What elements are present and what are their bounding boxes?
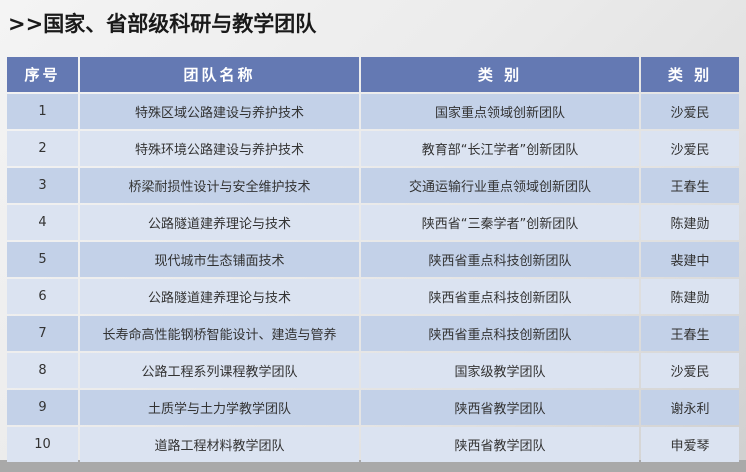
table-row: 10 道路工程材料教学团队 陕西省教学团队 申爱琴 (7, 427, 739, 462)
cell-team-name: 道路工程材料教学团队 (80, 427, 359, 462)
cell-category: 陕西省教学团队 (361, 427, 639, 462)
cell-category: 教育部“长江学者”创新团队 (361, 131, 639, 166)
cell-category: 陕西省重点科技创新团队 (361, 242, 639, 277)
cell-index: 1 (7, 94, 78, 129)
table-row: 1 特殊区域公路建设与养护技术 国家重点领域创新团队 沙爱民 (7, 94, 739, 129)
cell-index: 10 (7, 427, 78, 462)
header-team-name: 团队名称 (80, 57, 359, 92)
cell-index: 8 (7, 353, 78, 388)
page-title: >>国家、省部级科研与教学团队 (8, 12, 317, 36)
table-row: 9 土质学与土力学教学团队 陕西省教学团队 谢永利 (7, 390, 739, 425)
cell-index: 5 (7, 242, 78, 277)
cell-leader: 谢永利 (641, 390, 739, 425)
cell-team-name: 公路隧道建养理论与技术 (80, 205, 359, 240)
table-row: 4 公路隧道建养理论与技术 陕西省“三秦学者”创新团队 陈建勋 (7, 205, 739, 240)
cell-index: 6 (7, 279, 78, 314)
cell-leader: 沙爱民 (641, 353, 739, 388)
cell-leader: 陈建勋 (641, 205, 739, 240)
cell-team-name: 特殊环境公路建设与养护技术 (80, 131, 359, 166)
cell-index: 3 (7, 168, 78, 203)
cell-leader: 陈建勋 (641, 279, 739, 314)
header-index: 序号 (7, 57, 78, 92)
header-leader: 类 别 (641, 57, 739, 92)
cell-index: 2 (7, 131, 78, 166)
cell-team-name: 桥梁耐损性设计与安全维护技术 (80, 168, 359, 203)
cell-team-name: 公路隧道建养理论与技术 (80, 279, 359, 314)
cell-category: 陕西省教学团队 (361, 390, 639, 425)
table-row: 2 特殊环境公路建设与养护技术 教育部“长江学者”创新团队 沙爱民 (7, 131, 739, 166)
cell-team-name: 现代城市生态铺面技术 (80, 242, 359, 277)
table-row: 3 桥梁耐损性设计与安全维护技术 交通运输行业重点领域创新团队 王春生 (7, 168, 739, 203)
cell-category: 陕西省重点科技创新团队 (361, 316, 639, 351)
background-strip (0, 460, 746, 472)
cell-category: 国家级教学团队 (361, 353, 639, 388)
cell-team-name: 公路工程系列课程教学团队 (80, 353, 359, 388)
cell-leader: 沙爱民 (641, 94, 739, 129)
cell-team-name: 长寿命高性能钢桥智能设计、建造与管养 (80, 316, 359, 351)
cell-index: 9 (7, 390, 78, 425)
cell-leader: 沙爱民 (641, 131, 739, 166)
cell-leader: 王春生 (641, 316, 739, 351)
cell-team-name: 特殊区域公路建设与养护技术 (80, 94, 359, 129)
table-row: 6 公路隧道建养理论与技术 陕西省重点科技创新团队 陈建勋 (7, 279, 739, 314)
cell-category: 国家重点领域创新团队 (361, 94, 639, 129)
cell-index: 7 (7, 316, 78, 351)
table-row: 7 长寿命高性能钢桥智能设计、建造与管养 陕西省重点科技创新团队 王春生 (7, 316, 739, 351)
cell-index: 4 (7, 205, 78, 240)
header-row: 序号 团队名称 类 别 类 别 (7, 57, 739, 92)
cell-category: 交通运输行业重点领域创新团队 (361, 168, 639, 203)
teams-table: 序号 团队名称 类 别 类 别 1 特殊区域公路建设与养护技术 国家重点领域创新团队… (5, 55, 741, 464)
cell-team-name: 土质学与土力学教学团队 (80, 390, 359, 425)
cell-category: 陕西省“三秦学者”创新团队 (361, 205, 639, 240)
table-row: 5 现代城市生态铺面技术 陕西省重点科技创新团队 裴建中 (7, 242, 739, 277)
cell-category: 陕西省重点科技创新团队 (361, 279, 639, 314)
cell-leader: 王春生 (641, 168, 739, 203)
cell-leader: 申爱琴 (641, 427, 739, 462)
table-row: 8 公路工程系列课程教学团队 国家级教学团队 沙爱民 (7, 353, 739, 388)
header-category: 类 别 (361, 57, 639, 92)
cell-leader: 裴建中 (641, 242, 739, 277)
